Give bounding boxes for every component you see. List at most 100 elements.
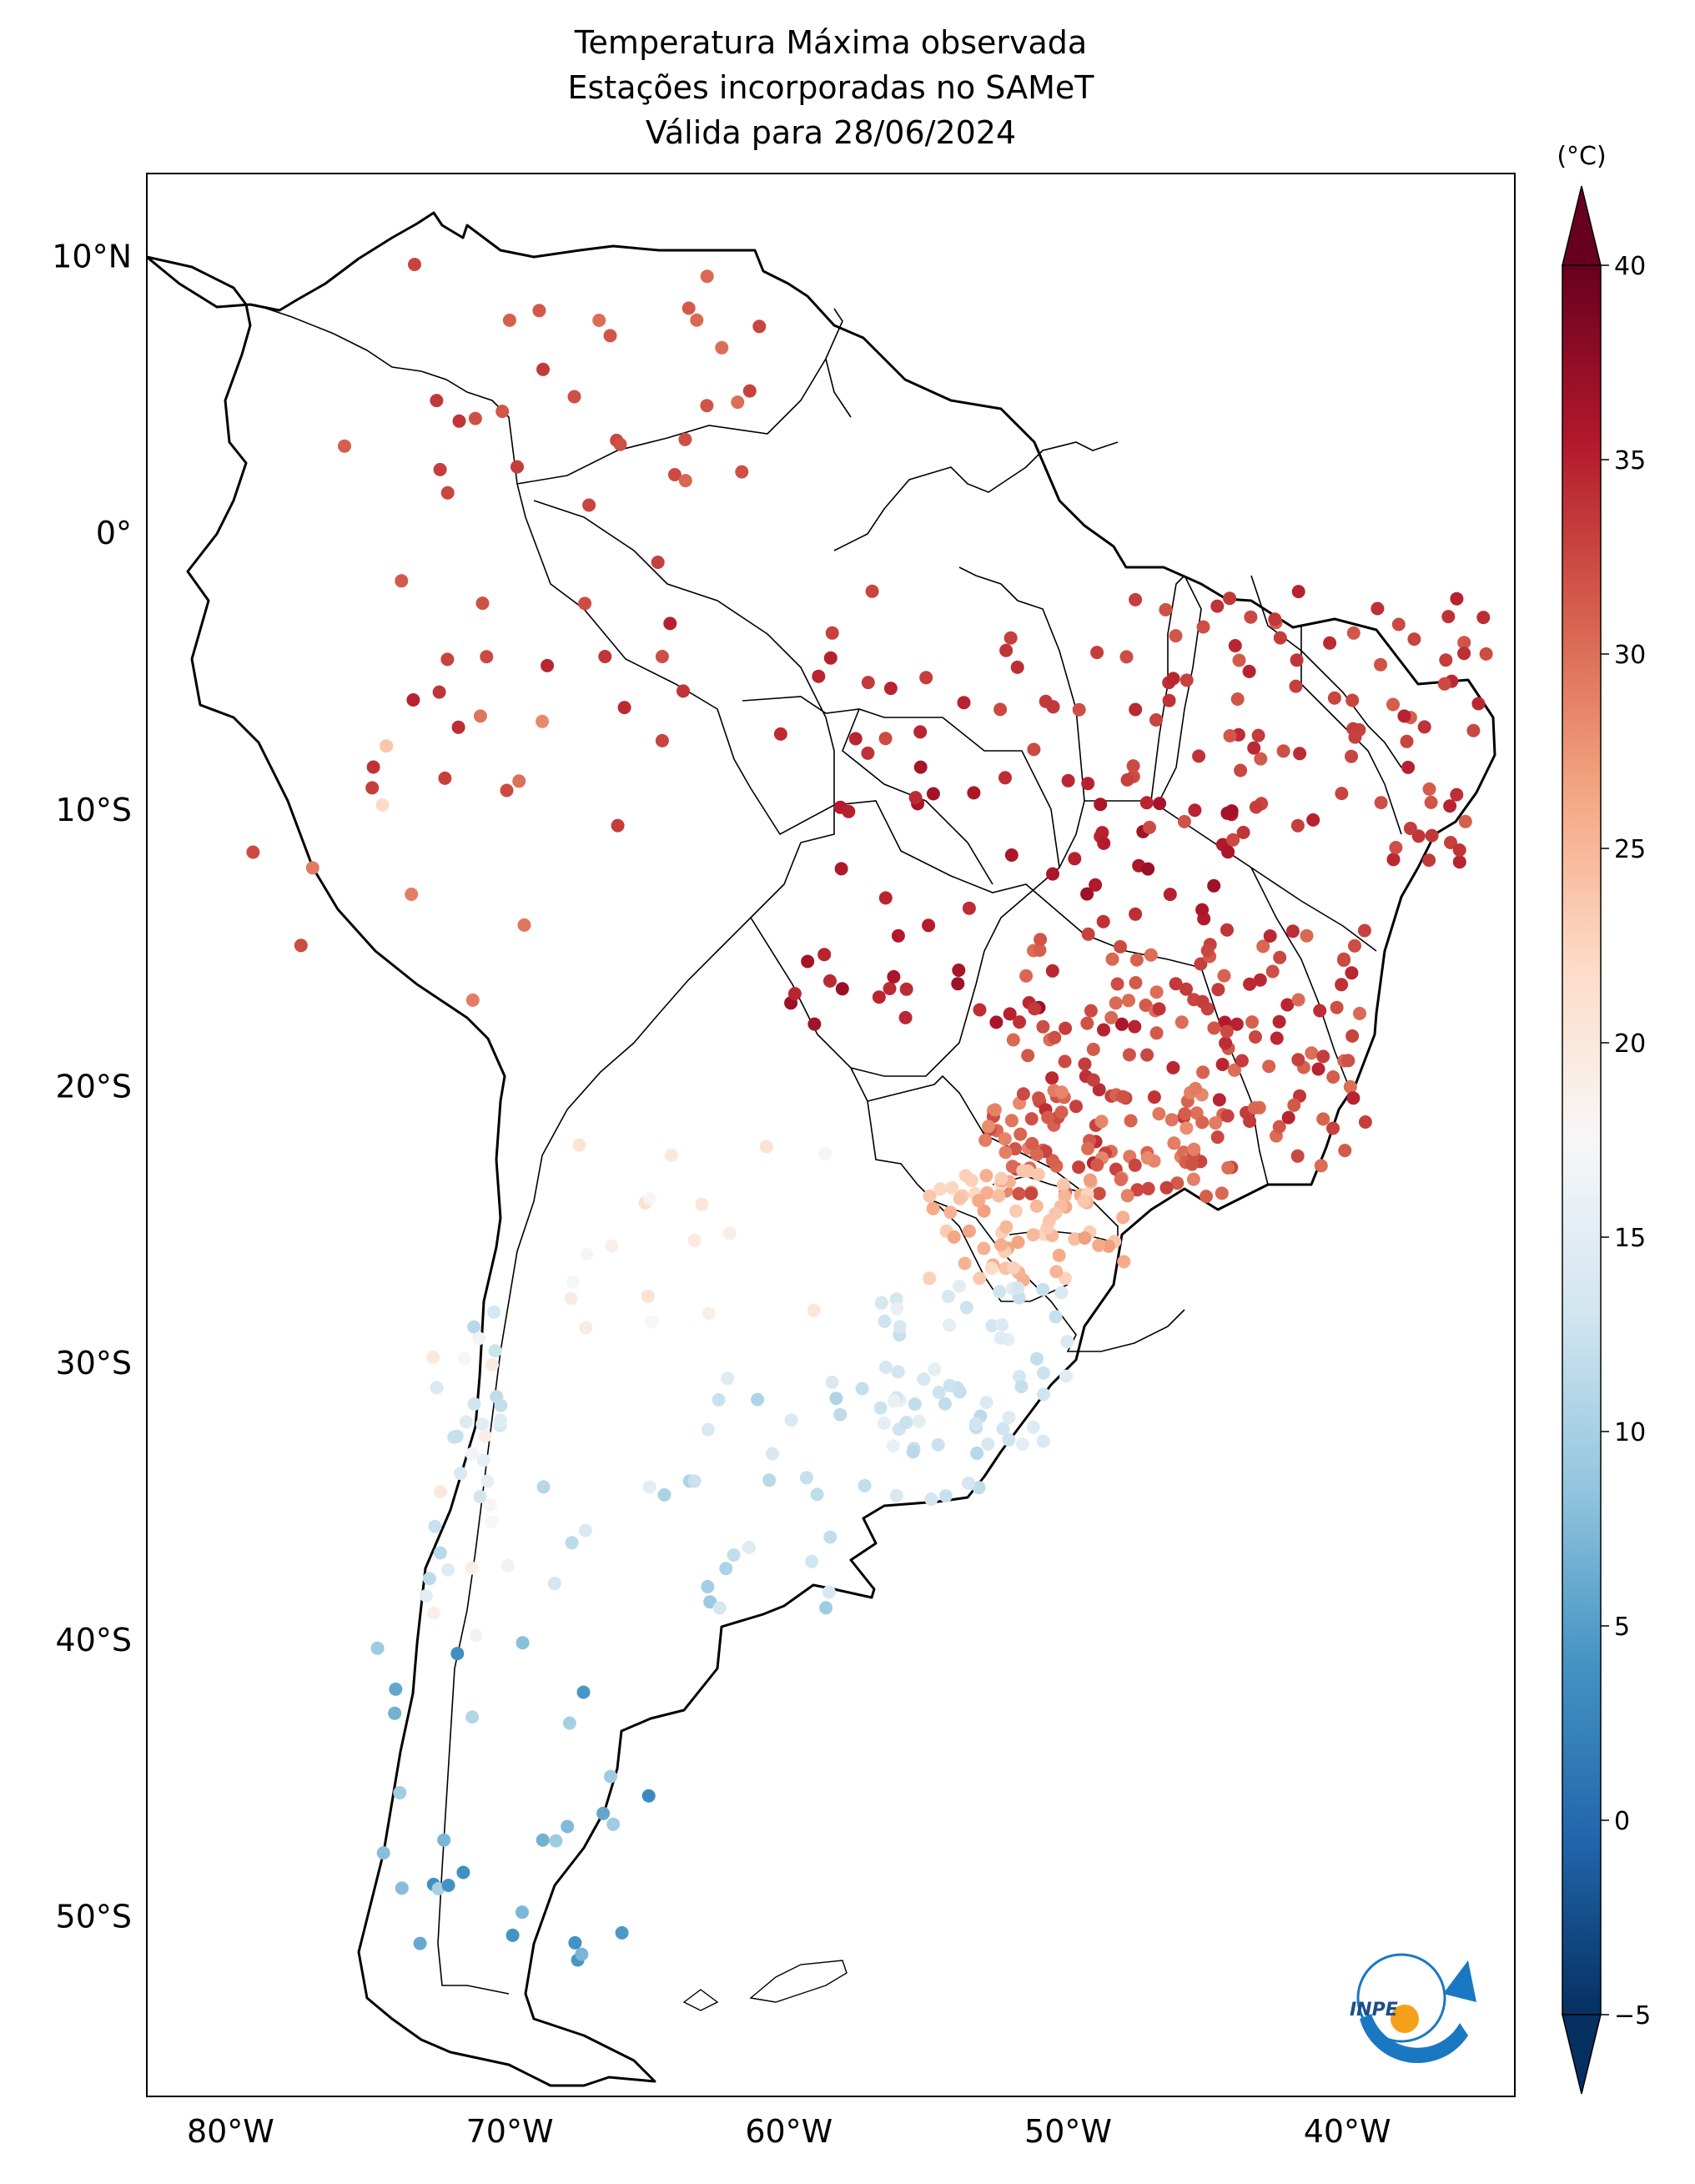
station-marker <box>932 1386 946 1399</box>
station-marker <box>1130 1183 1144 1197</box>
station-marker <box>505 1928 520 1942</box>
station-marker <box>1207 878 1221 893</box>
station-marker <box>1120 1189 1134 1203</box>
station-marker <box>807 1303 821 1317</box>
station-marker <box>1192 749 1206 763</box>
station-marker <box>963 1224 976 1238</box>
station-marker <box>968 1417 983 1431</box>
station-marker <box>454 1467 468 1481</box>
station-marker <box>988 1103 1002 1117</box>
station-marker <box>690 313 704 327</box>
station-marker <box>655 733 669 747</box>
station-marker <box>1159 1180 1174 1195</box>
station-marker <box>678 432 692 446</box>
station-marker <box>606 1817 621 1831</box>
station-marker <box>926 1201 940 1215</box>
station-marker <box>1162 693 1176 707</box>
station-marker <box>727 1548 741 1562</box>
station-marker <box>1037 1366 1050 1380</box>
station-marker <box>823 1530 837 1544</box>
station-marker <box>1345 749 1358 763</box>
station-marker <box>1262 1059 1276 1074</box>
station-marker <box>1174 1015 1189 1029</box>
station-marker <box>1129 953 1144 967</box>
station-marker <box>898 1010 913 1024</box>
station-marker <box>922 918 936 933</box>
station-marker <box>483 1497 497 1512</box>
station-marker <box>405 888 419 901</box>
station-marker <box>941 1290 955 1304</box>
lon-tick-label: 70°W <box>466 2113 554 2150</box>
station-marker <box>992 1189 1006 1203</box>
station-marker <box>1109 996 1123 1010</box>
station-marker <box>735 465 749 479</box>
station-marker <box>1245 1015 1259 1029</box>
station-marker <box>1386 853 1401 867</box>
station-marker <box>1092 1238 1106 1252</box>
station-marker <box>1095 826 1109 840</box>
station-marker <box>485 1515 499 1529</box>
lat-tick-label: 30°S <box>56 1345 132 1381</box>
station-marker <box>1068 1232 1082 1246</box>
station-marker <box>1164 1113 1179 1127</box>
station-marker <box>1030 1351 1044 1366</box>
station-marker <box>457 1351 471 1366</box>
station-marker <box>664 1148 678 1162</box>
station-marker <box>1049 1265 1064 1279</box>
station-marker <box>450 1429 464 1443</box>
station-marker <box>973 1271 987 1286</box>
station-marker <box>1033 944 1047 957</box>
station-marker <box>742 384 757 398</box>
station-marker <box>1287 1098 1301 1112</box>
station-marker <box>855 1381 869 1396</box>
station-marker <box>908 1397 922 1412</box>
station-marker <box>752 320 767 334</box>
station-marker <box>596 1806 611 1820</box>
station-marker <box>472 1331 486 1346</box>
station-marker <box>1305 1046 1319 1060</box>
station-marker <box>1210 1130 1225 1145</box>
station-marker <box>1061 773 1075 788</box>
station-marker <box>1105 952 1119 966</box>
station-marker <box>973 1003 987 1017</box>
station-marker <box>366 760 380 774</box>
station-marker <box>945 1180 959 1195</box>
station-marker <box>889 1292 903 1306</box>
station-marker <box>1041 1110 1055 1125</box>
station-marker <box>818 1147 832 1160</box>
station-marker <box>1046 700 1060 714</box>
station-marker <box>572 1138 586 1152</box>
station-marker <box>450 1647 465 1661</box>
station-marker <box>1270 1031 1284 1045</box>
station-marker <box>1476 611 1491 625</box>
station-marker <box>1013 1015 1027 1029</box>
station-marker <box>604 1769 617 1784</box>
station-marker <box>1119 650 1134 664</box>
station-marker <box>494 1398 508 1412</box>
station-marker <box>1143 820 1156 834</box>
station-marker <box>989 1015 1003 1029</box>
map-title-line-3: Válida para 28/06/2024 <box>645 114 1017 151</box>
station-marker <box>1289 679 1303 693</box>
station-marker <box>984 1261 998 1276</box>
station-markers <box>246 258 1493 1967</box>
station-marker <box>1149 985 1164 999</box>
station-marker <box>1152 1002 1166 1016</box>
station-marker <box>842 804 856 818</box>
station-marker <box>874 1296 888 1310</box>
station-marker <box>1458 814 1472 828</box>
station-marker <box>1280 998 1295 1012</box>
station-marker <box>702 1306 716 1321</box>
station-marker <box>906 1445 920 1459</box>
station-marker <box>1439 653 1453 667</box>
station-marker <box>511 460 524 474</box>
station-marker <box>1092 1083 1106 1097</box>
station-marker <box>899 1416 913 1430</box>
station-marker <box>1089 878 1103 892</box>
station-marker <box>1006 1033 1020 1047</box>
station-marker <box>931 1437 945 1452</box>
station-marker <box>1179 982 1193 996</box>
station-marker <box>926 787 940 801</box>
station-marker <box>1422 782 1436 796</box>
station-marker <box>1058 1054 1072 1069</box>
